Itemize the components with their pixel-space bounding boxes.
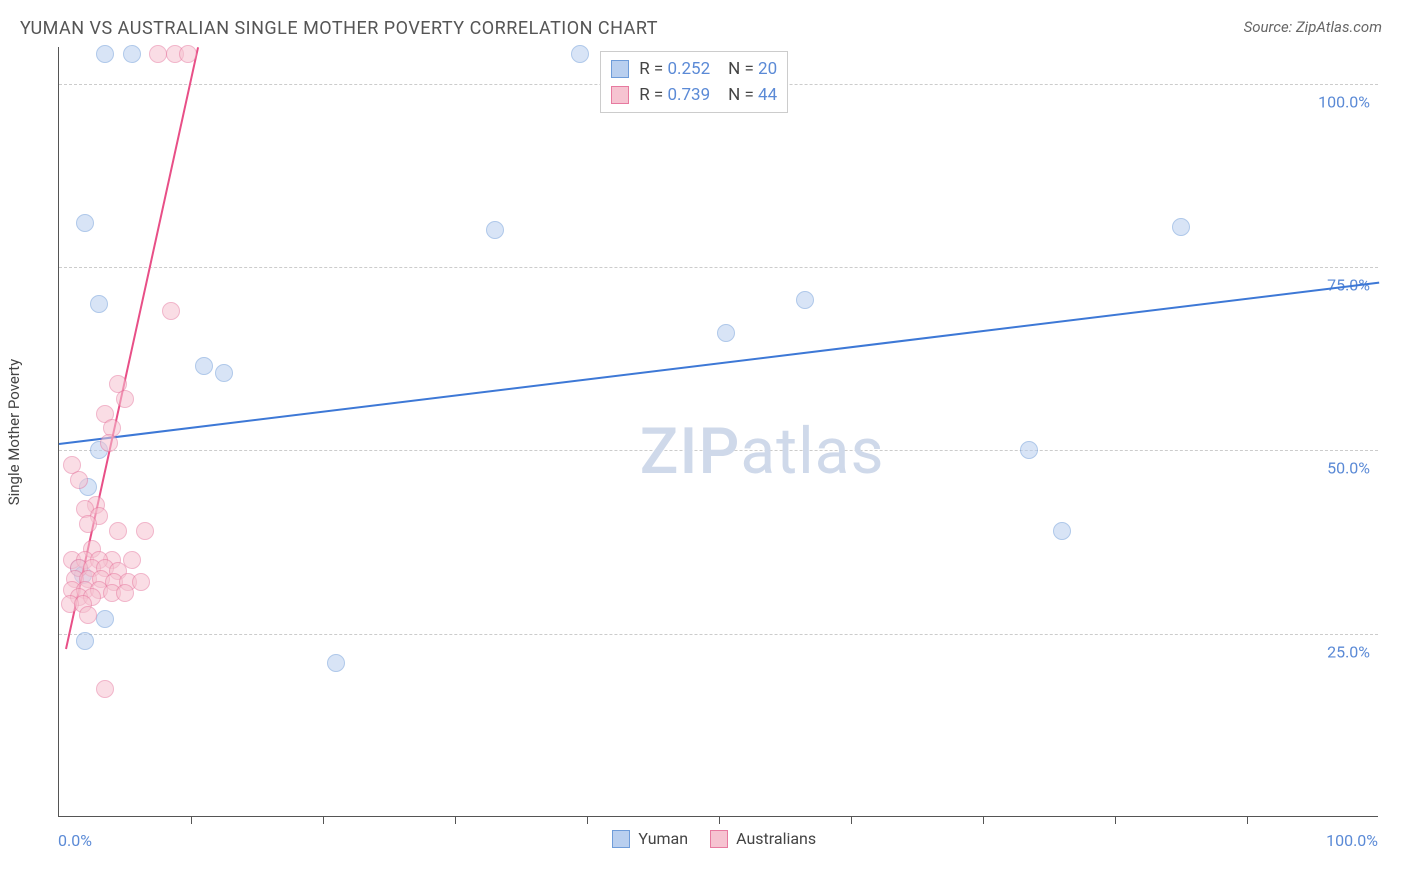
y-tick-label: 100.0% <box>1318 92 1370 111</box>
data-point <box>96 45 114 63</box>
x-tick <box>455 816 456 824</box>
chart-title: YUMAN VS AUSTRALIAN SINGLE MOTHER POVERT… <box>20 18 658 39</box>
legend-n-label: N = 44 <box>728 82 777 108</box>
data-point <box>796 291 814 309</box>
legend-item: Australians <box>710 829 816 848</box>
data-point <box>96 610 114 628</box>
data-point <box>215 364 233 382</box>
data-point <box>76 214 94 232</box>
chart-container: Single Mother Poverty 25.0%50.0%75.0%100… <box>20 47 1378 817</box>
legend-correlation: R = 0.252 N = 20 R = 0.739 N = 44 <box>600 51 788 113</box>
chart-header: YUMAN VS AUSTRALIAN SINGLE MOTHER POVERT… <box>0 0 1406 47</box>
data-point <box>109 522 127 540</box>
x-tick-label: 0.0% <box>58 831 92 850</box>
data-point <box>116 584 134 602</box>
x-tick <box>323 816 324 824</box>
plot-area: 25.0%50.0%75.0%100.0%ZIPatlasR = 0.252N … <box>58 47 1378 817</box>
data-point <box>149 45 167 63</box>
legend-swatch <box>710 830 728 848</box>
data-point <box>327 654 345 672</box>
trend-line <box>59 282 1379 445</box>
legend-row: R = 0.739 N = 44 <box>611 82 777 108</box>
x-tick <box>719 816 720 824</box>
x-tick <box>983 816 984 824</box>
data-point <box>79 606 97 624</box>
data-point <box>132 573 150 591</box>
data-point <box>1053 522 1071 540</box>
data-point <box>116 390 134 408</box>
data-point <box>136 522 154 540</box>
y-tick-label: 25.0% <box>1327 642 1370 661</box>
data-point <box>76 632 94 650</box>
y-axis-label: Single Mother Poverty <box>5 359 23 506</box>
gridline <box>59 450 1378 451</box>
data-point <box>486 221 504 239</box>
legend-item: Yuman <box>612 829 688 848</box>
legend-swatch <box>611 86 629 104</box>
x-tick <box>587 816 588 824</box>
legend-r-label: R = 0.739 <box>639 82 710 108</box>
legend-row: R = 0.252 N = 20 <box>611 56 777 82</box>
data-point <box>195 357 213 375</box>
x-tick <box>1247 816 1248 824</box>
data-point <box>717 324 735 342</box>
x-tick-label: 100.0% <box>1326 831 1378 850</box>
legend-r-label: R = 0.252 <box>639 56 710 82</box>
data-point <box>123 45 141 63</box>
legend-series: Yuman Australians <box>612 829 816 848</box>
data-point <box>100 434 118 452</box>
data-point <box>96 680 114 698</box>
y-tick-label: 50.0% <box>1327 459 1370 478</box>
x-tick <box>191 816 192 824</box>
data-point <box>179 45 197 63</box>
legend-n-label: N = 20 <box>728 56 777 82</box>
data-point <box>1172 218 1190 236</box>
data-point <box>162 302 180 320</box>
x-tick <box>1115 816 1116 824</box>
source-label: Source: ZipAtlas.com <box>1244 18 1382 36</box>
legend-label: Yuman <box>638 829 688 848</box>
data-point <box>70 471 88 489</box>
legend-swatch <box>611 60 629 78</box>
legend-label: Australians <box>736 829 816 848</box>
data-point <box>571 45 589 63</box>
data-point <box>90 295 108 313</box>
legend-swatch <box>612 830 630 848</box>
data-point <box>1020 441 1038 459</box>
gridline <box>59 634 1378 635</box>
x-tick <box>851 816 852 824</box>
data-point <box>79 515 97 533</box>
gridline <box>59 267 1378 268</box>
